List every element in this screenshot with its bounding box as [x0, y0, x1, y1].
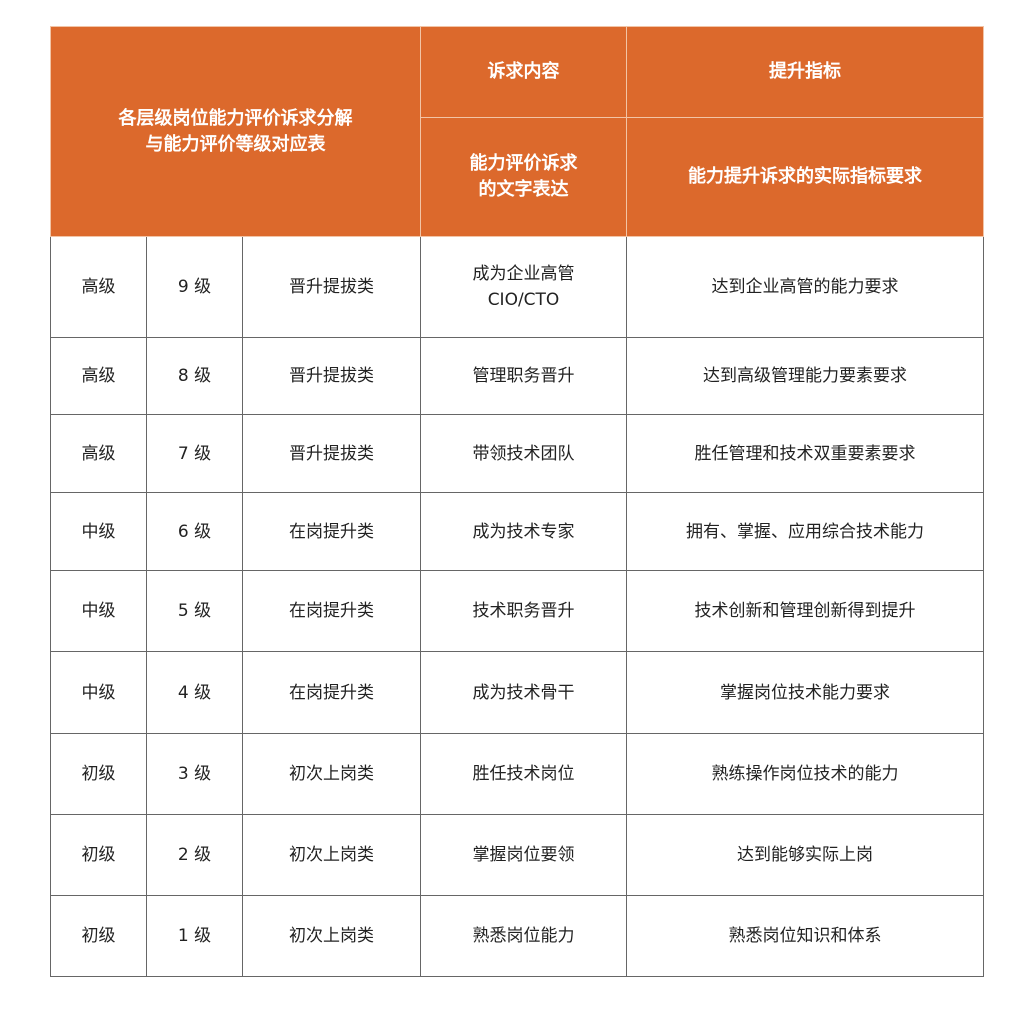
subheader-demand: 能力评价诉求 的文字表达	[420, 117, 628, 237]
cell-tier: 初级	[50, 733, 147, 815]
cell-tier: 高级	[50, 337, 147, 415]
cell-demand: 成为企业高管 CIO/CTO	[420, 236, 628, 338]
table-row: 初级 3 级初次上岗类 胜任技术岗位 熟练操作岗位技术的能力	[50, 733, 985, 815]
cell-category: 初次上岗类	[241, 733, 422, 815]
cell-grade: 6 级	[146, 492, 243, 571]
cell-tier: 初级	[50, 895, 147, 977]
cell-demand: 熟悉岗位能力	[420, 895, 628, 977]
cell-grade: 4 级	[146, 651, 243, 734]
cell-category: 初次上岗类	[241, 814, 422, 896]
cell-category: 晋升提拔类	[241, 337, 422, 415]
cell-indicator: 熟悉岗位知识和体系	[626, 895, 985, 977]
cell-tier: 高级	[50, 236, 147, 338]
cell-grade: 3 级	[146, 733, 243, 815]
table-row: 高级 9 级晋升提拔类 成为企业高管 CIO/CTO 达到企业高管的能力要求	[50, 236, 985, 338]
cell-tier: 中级	[50, 492, 147, 571]
cell-demand: 成为技术骨干	[420, 651, 628, 734]
cell-demand: 胜任技术岗位	[420, 733, 628, 815]
header-improve: 提升指标	[626, 26, 985, 118]
cell-demand: 成为技术专家	[420, 492, 628, 571]
cell-indicator: 掌握岗位技术能力要求	[626, 651, 985, 734]
grade-mapping-table: 各层级岗位能力评价诉求分解 与能力评价等级对应表 诉求内容 提升指标 能力评价诉求…	[49, 26, 985, 977]
table-row: 初级 1 级初次上岗类 熟悉岗位能力 熟悉岗位知识和体系	[50, 895, 985, 977]
cell-tier: 中级	[50, 651, 147, 734]
cell-grade: 8 级	[146, 337, 243, 415]
cell-demand: 带领技术团队	[420, 414, 628, 493]
cell-category: 初次上岗类	[241, 895, 422, 977]
table-title: 各层级岗位能力评价诉求分解 与能力评价等级对应表	[49, 26, 422, 237]
cell-grade: 9 级	[146, 236, 243, 338]
cell-indicator: 达到能够实际上岗	[626, 814, 985, 896]
table-row: 中级 6 级在岗提升类 成为技术专家 拥有、掌握、应用综合技术能力	[50, 492, 985, 571]
cell-tier: 中级	[50, 570, 147, 652]
cell-category: 在岗提升类	[241, 492, 422, 571]
cell-tier: 高级	[50, 414, 147, 493]
cell-indicator: 技术创新和管理创新得到提升	[626, 570, 985, 652]
table-row: 中级 5 级在岗提升类 技术职务晋升 技术创新和管理创新得到提升	[50, 570, 985, 652]
table-row: 初级 2 级初次上岗类 掌握岗位要领 达到能够实际上岗	[50, 814, 985, 896]
cell-category: 晋升提拔类	[241, 414, 422, 493]
cell-category: 晋升提拔类	[241, 236, 422, 338]
header-demand: 诉求内容	[420, 26, 628, 118]
cell-indicator: 胜任管理和技术双重要素要求	[626, 414, 985, 493]
cell-indicator: 熟练操作岗位技术的能力	[626, 733, 985, 815]
cell-demand: 管理职务晋升	[420, 337, 628, 415]
cell-category: 在岗提升类	[241, 570, 422, 652]
cell-grade: 2 级	[146, 814, 243, 896]
table-row: 高级 8 级晋升提拔类 管理职务晋升 达到高级管理能力要素要求	[50, 337, 985, 415]
cell-demand: 技术职务晋升	[420, 570, 628, 652]
cell-grade: 5 级	[146, 570, 243, 652]
cell-indicator: 达到高级管理能力要素要求	[626, 337, 985, 415]
cell-demand: 掌握岗位要领	[420, 814, 628, 896]
cell-indicator: 拥有、掌握、应用综合技术能力	[626, 492, 985, 571]
cell-grade: 1 级	[146, 895, 243, 977]
cell-grade: 7 级	[146, 414, 243, 493]
cell-category: 在岗提升类	[241, 651, 422, 734]
table-row: 高级 7 级晋升提拔类 带领技术团队 胜任管理和技术双重要素要求	[50, 414, 985, 493]
subheader-improve: 能力提升诉求的实际指标要求	[626, 117, 985, 237]
table-row: 中级 4 级在岗提升类 成为技术骨干 掌握岗位技术能力要求	[50, 651, 985, 734]
cell-tier: 初级	[50, 814, 147, 896]
cell-indicator: 达到企业高管的能力要求	[626, 236, 985, 338]
